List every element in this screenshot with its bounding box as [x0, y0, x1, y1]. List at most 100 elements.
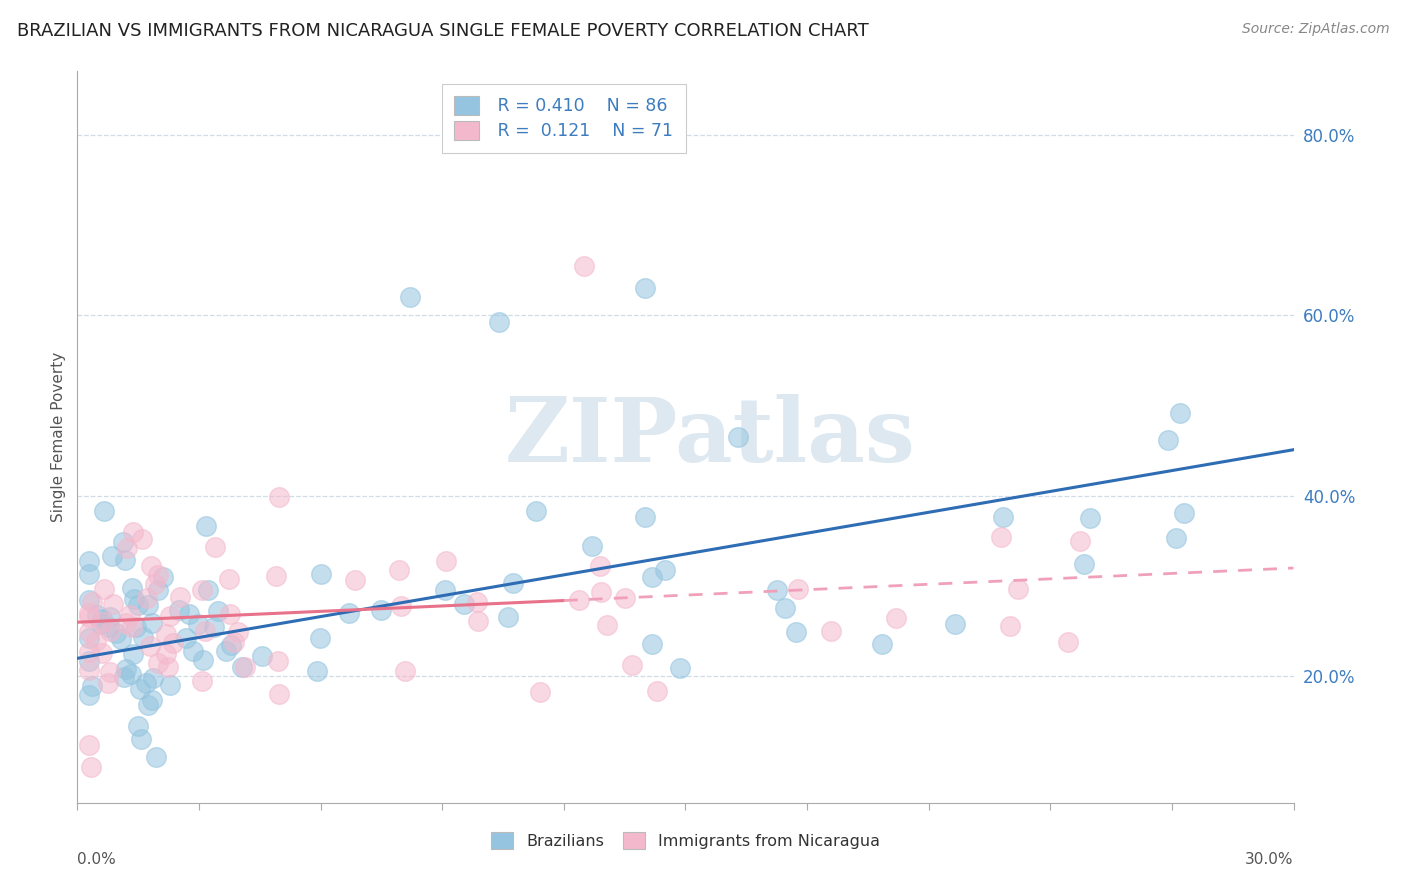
Point	[79, 654, 101, 668]
Point	[125, 620, 148, 634]
Point	[434, 553, 457, 567]
Point	[80, 679, 103, 693]
Point	[191, 653, 214, 667]
Point	[112, 534, 135, 549]
Point	[389, 599, 412, 613]
Point	[370, 603, 392, 617]
Point	[195, 518, 218, 533]
Point	[143, 577, 166, 591]
Point	[115, 616, 138, 631]
Point	[98, 610, 121, 624]
Point	[141, 693, 163, 707]
Point	[218, 607, 240, 622]
Point	[727, 429, 749, 443]
Point	[90, 616, 112, 631]
Point	[79, 645, 101, 659]
Point	[1056, 635, 1078, 649]
Point	[654, 563, 676, 577]
Point	[620, 658, 643, 673]
Point	[79, 624, 101, 639]
Point	[155, 647, 177, 661]
Point	[634, 281, 657, 295]
Point	[136, 591, 159, 605]
Point	[433, 582, 456, 597]
Point	[589, 558, 612, 573]
Point	[100, 665, 122, 679]
Point	[127, 719, 149, 733]
Point	[398, 290, 420, 304]
Point	[613, 591, 636, 606]
Point	[120, 666, 142, 681]
Point	[496, 610, 519, 624]
Point	[79, 688, 101, 702]
Point	[645, 683, 668, 698]
Point	[202, 619, 225, 633]
Point	[1157, 433, 1180, 447]
Point	[1073, 558, 1095, 572]
Point	[307, 664, 329, 678]
Point	[785, 625, 807, 640]
Point	[98, 619, 121, 633]
Point	[343, 573, 366, 587]
Point	[79, 554, 101, 568]
Point	[181, 644, 204, 658]
Point	[215, 644, 238, 658]
Text: BRAZILIAN VS IMMIGRANTS FROM NICARAGUA SINGLE FEMALE POVERTY CORRELATION CHART: BRAZILIAN VS IMMIGRANTS FROM NICARAGUA S…	[17, 22, 869, 40]
Point	[159, 678, 181, 692]
Point	[104, 625, 127, 640]
Point	[1166, 531, 1188, 545]
Point	[152, 570, 174, 584]
Point	[453, 597, 475, 611]
Point	[132, 630, 155, 644]
Point	[488, 315, 510, 329]
Point	[596, 617, 619, 632]
Point	[80, 595, 103, 609]
Point	[145, 750, 167, 764]
Point	[502, 575, 524, 590]
Point	[121, 620, 143, 634]
Point	[194, 624, 217, 638]
Point	[179, 607, 201, 622]
Point	[169, 603, 191, 617]
Point	[100, 549, 122, 563]
Point	[998, 619, 1021, 633]
Point	[79, 632, 101, 646]
Point	[1078, 511, 1101, 525]
Point	[219, 639, 242, 653]
Point	[91, 615, 114, 629]
Point	[467, 614, 489, 628]
Point	[112, 670, 135, 684]
Point	[129, 731, 152, 746]
Point	[139, 558, 162, 573]
Point	[187, 617, 209, 632]
Point	[146, 656, 169, 670]
Legend: Brazilians, Immigrants from Nicaragua: Brazilians, Immigrants from Nicaragua	[482, 823, 889, 857]
Point	[568, 593, 591, 607]
Point	[128, 681, 150, 696]
Point	[155, 627, 177, 641]
Point	[197, 582, 219, 597]
Point	[169, 590, 191, 604]
Point	[162, 636, 184, 650]
Point	[388, 563, 411, 577]
Point	[394, 664, 416, 678]
Point	[121, 581, 143, 595]
Point	[131, 532, 153, 546]
Point	[122, 592, 145, 607]
Point	[264, 569, 287, 583]
Point	[641, 570, 664, 584]
Point	[101, 597, 124, 611]
Point	[250, 648, 273, 663]
Point	[141, 615, 163, 630]
Point	[191, 674, 214, 689]
Point	[226, 625, 249, 640]
Point	[90, 612, 112, 626]
Point	[991, 510, 1014, 524]
Point	[174, 632, 197, 646]
Point	[79, 738, 101, 752]
Point	[127, 598, 149, 612]
Point	[93, 582, 115, 596]
Point	[93, 504, 115, 518]
Point	[191, 582, 214, 597]
Point	[121, 525, 143, 540]
